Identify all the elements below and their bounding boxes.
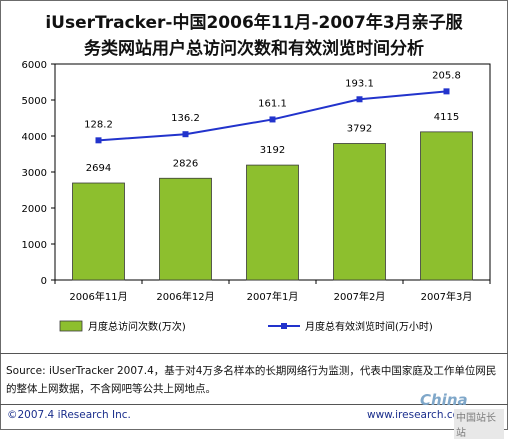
legend-label-line: 月度总有效浏览时间(万小时) [305, 320, 433, 333]
line-point [269, 116, 276, 123]
y-tick-label: 2000 [22, 204, 47, 215]
y-tick-label: 5000 [22, 96, 47, 107]
chart-title-line2: 务类网站用户总访问次数和有效浏览时间分析 [84, 39, 424, 59]
y-tick-label: 4000 [22, 132, 47, 143]
bar-labels: 2694 2826 3192 3792 4115 [86, 112, 459, 174]
watermark-logo: China 中国站长站 [414, 391, 504, 439]
copyright: ©2007.4 iResearch Inc. [7, 409, 131, 421]
divider-top [0, 353, 508, 354]
watermark-brand: China [420, 391, 468, 409]
y-tick-label: 1000 [22, 240, 47, 251]
line-value-label: 136.2 [171, 113, 200, 124]
chart-title-line1: iUserTracker-中国2006年11月-2007年3月亲子服 [45, 13, 463, 33]
x-tick-label: 2007年1月 [247, 290, 299, 303]
y-axis: 0 1000 2000 3000 4000 5000 6000 [22, 60, 55, 287]
line-point [182, 131, 189, 138]
line-point [95, 137, 102, 144]
line-point [356, 96, 363, 103]
chart-svg: 0 1000 2000 3000 4000 5000 6000 2694 2826 3192 37… [22, 60, 491, 333]
bars [72, 131, 473, 281]
legend-swatch-marker [281, 323, 287, 329]
line-value-label: 128.2 [84, 119, 113, 130]
bar-value-label: 2826 [173, 158, 198, 169]
line-series: 128.2 136.2 161.1 193.1 205.8 [84, 70, 461, 144]
legend-swatch-bar [59, 320, 83, 332]
x-tick-label: 2006年11月 [69, 290, 127, 303]
legend: 月度总访问次数(万次) 月度总有效浏览时间(万小时) [59, 320, 433, 333]
bar [333, 143, 386, 281]
bar-value-label: 3792 [347, 123, 372, 134]
bar [246, 164, 299, 281]
bar [72, 182, 125, 281]
x-tick-label: 2007年3月 [421, 290, 473, 303]
bar [420, 131, 473, 281]
bar [159, 177, 212, 281]
divider-bottom [0, 404, 508, 405]
line-value-label: 205.8 [432, 70, 461, 81]
y-tick-label: 3000 [22, 168, 47, 179]
watermark-sub: 中国站长站 [454, 409, 504, 439]
bar-value-label: 2694 [86, 163, 111, 174]
x-tick-label: 2006年12月 [156, 290, 214, 303]
line-value-label: 193.1 [345, 78, 374, 89]
y-tick-label: 0 [41, 276, 47, 287]
line-value-label: 161.1 [258, 98, 287, 109]
source-note: Source: iUserTracker 2007.4，基于对4万多名样本的长期… [6, 365, 497, 395]
bar-value-label: 3192 [260, 145, 285, 156]
legend-label-bar: 月度总访问次数(万次) [88, 320, 186, 333]
y-tick-label: 6000 [22, 60, 47, 71]
line-point [443, 88, 450, 95]
x-axis: 2006年11月 2006年12月 2007年1月 2007年2月 2007年3月 [54, 280, 491, 303]
x-tick-label: 2007年2月 [334, 290, 386, 303]
bar-value-label: 4115 [434, 112, 459, 123]
